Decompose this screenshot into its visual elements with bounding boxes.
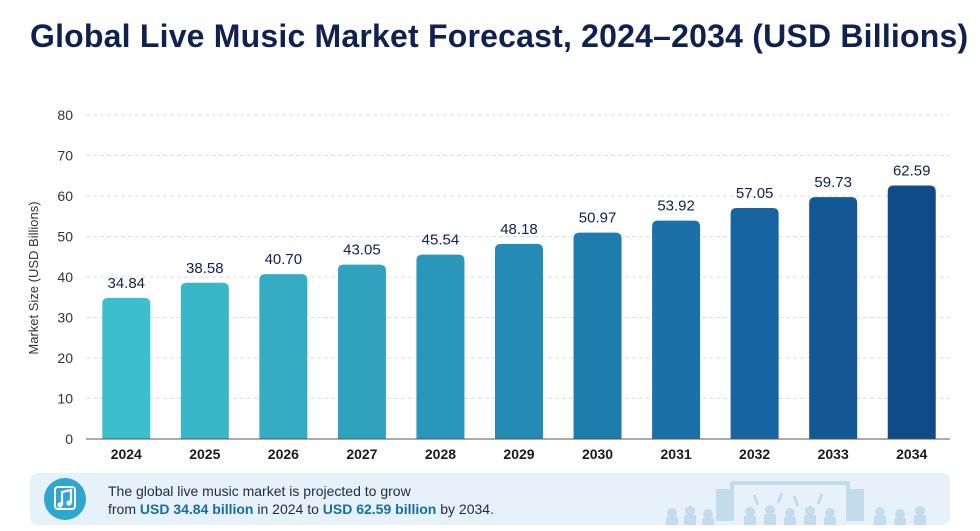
x-tick-label-2034: 2034	[896, 446, 927, 462]
y-axis-label: Market Size (USD Billions)	[26, 201, 41, 354]
x-axis-ticks: 2024 2025 2026 2027 2028 2029 2030 2031 2032 2033…	[111, 446, 928, 462]
bar-2032	[730, 207, 779, 439]
y-tick-label: 70	[57, 148, 73, 164]
summary-text: The global live music market is projecte…	[108, 482, 494, 518]
concert-crowd-illustration	[666, 481, 926, 525]
value-label-2034: 62.59	[893, 163, 931, 180]
summary-banner: The global live music market is projecte…	[30, 473, 950, 525]
value-label-2026: 40.70	[265, 251, 303, 268]
bar-2025	[180, 282, 229, 439]
y-tick-label: 20	[57, 350, 73, 366]
y-tick-label: 30	[57, 310, 73, 326]
summary-line-2: from USD 34.84 billion in 2024 to USD 62…	[108, 501, 494, 517]
value-label-2024: 34.84	[107, 275, 145, 292]
value-labels: 34.84 38.58 40.70 43.05 45.54 48.18 50.97 53.92…	[107, 163, 930, 292]
y-tick-label: 80	[57, 107, 73, 123]
y-tick-label: 60	[57, 188, 73, 204]
bar-2029	[495, 243, 543, 439]
bar-2033	[809, 197, 858, 439]
x-tick-label-2031: 2031	[661, 446, 692, 462]
y-tick-label: 10	[57, 391, 73, 407]
bars	[102, 185, 936, 439]
x-tick-label-2026: 2026	[268, 446, 299, 462]
value-label-2031: 53.92	[657, 198, 695, 215]
bar-2031	[652, 220, 701, 439]
x-tick-label-2025: 2025	[189, 446, 220, 462]
value-label-2029: 48.18	[500, 221, 538, 238]
gridlines	[86, 114, 950, 399]
value-label-2025: 38.58	[186, 260, 224, 277]
value-label-2032: 57.05	[736, 185, 774, 202]
bar-2024	[102, 297, 151, 439]
x-tick-label-2024: 2024	[111, 446, 142, 462]
value-label-2028: 45.54	[422, 232, 460, 249]
bar-2030	[573, 232, 622, 439]
x-tick-label-2033: 2033	[818, 446, 849, 462]
value-label-2033: 59.73	[814, 174, 852, 191]
bar-2028	[416, 254, 465, 439]
y-tick-label: 40	[57, 269, 73, 285]
y-tick-label: 50	[57, 229, 73, 245]
x-tick-label-2032: 2032	[739, 446, 770, 462]
bar-2027	[337, 264, 386, 439]
x-tick-label-2028: 2028	[425, 446, 456, 462]
x-tick-label-2029: 2029	[503, 446, 534, 462]
x-tick-label-2027: 2027	[346, 446, 377, 462]
bar-2026	[259, 274, 308, 439]
y-axis-ticks: 0 10 20 30 40 50 60 70 80	[57, 107, 73, 447]
y-tick-label: 0	[65, 431, 73, 447]
x-tick-label-2030: 2030	[582, 446, 613, 462]
start-value: USD 34.84 billion	[139, 501, 254, 517]
music-note-icon	[44, 478, 86, 520]
end-value: USD 62.59 billion	[322, 501, 437, 517]
summary-line-1: The global live music market is projecte…	[108, 483, 411, 499]
chart-title: Global Live Music Market Forecast, 2024–…	[30, 18, 969, 54]
value-label-2030: 50.97	[579, 210, 617, 227]
bar-2034	[887, 185, 936, 439]
value-label-2027: 43.05	[343, 242, 381, 259]
